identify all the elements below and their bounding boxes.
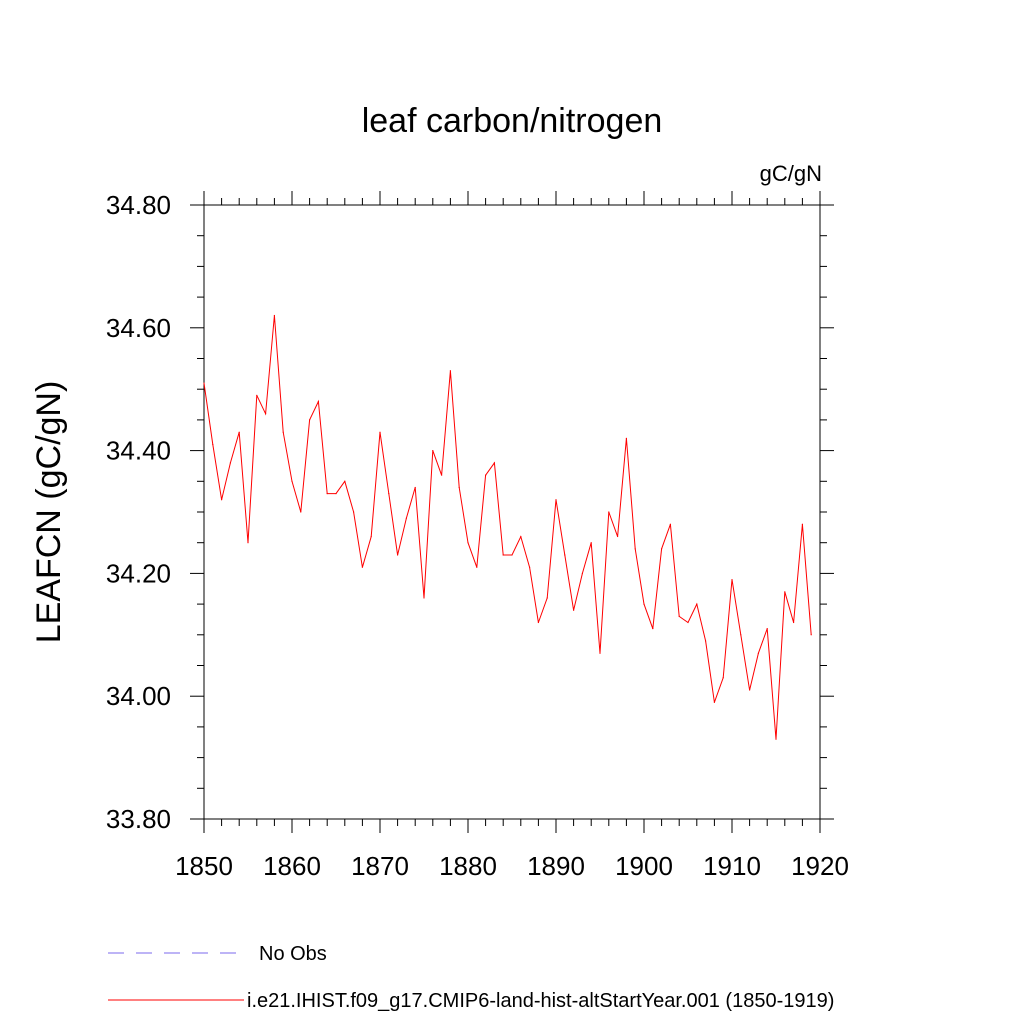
data-point [740,634,742,636]
data-point [221,499,223,501]
data-point [273,314,275,317]
axis-ticks [190,191,834,833]
data-point [493,462,495,464]
data-point [810,634,812,636]
data-point [265,413,267,415]
x-tick-label: 1860 [263,851,321,881]
data-point [476,566,478,568]
data-point [388,492,390,495]
x-tick-label: 1920 [791,851,849,881]
data-point [546,597,548,599]
data-point [749,689,751,691]
data-point [414,486,416,489]
data-point [256,394,258,396]
data-point [300,511,302,513]
y-tick-label: 34.40 [106,436,171,466]
data-point [625,437,628,439]
data-point [238,431,240,433]
data-point [775,738,777,740]
data-point [713,701,716,703]
data-point [282,431,284,433]
data-point [722,677,724,679]
data-point [405,517,407,519]
data-point [449,370,451,372]
data-point [793,621,795,624]
series-layer [203,314,812,740]
data-point [353,511,355,513]
data-point [397,554,399,556]
y-tick-label: 34.60 [106,313,171,343]
data-point [309,419,311,421]
data-point [212,443,214,446]
data-point [291,480,293,482]
data-point [344,480,346,482]
legend: No Obs i.e21.IHIST.f09_g17.CMIP6-land-hi… [108,943,834,1012]
data-point [608,511,610,513]
data-point [361,566,363,568]
data-point [229,462,231,464]
data-point [458,486,460,489]
data-point [590,542,592,544]
legend-label-model: i.e21.IHIST.f09_g17.CMIP6-land-hist-altS… [247,990,834,1012]
data-point [379,431,381,433]
data-point [564,554,566,556]
data-point [573,609,575,611]
data-point [581,572,584,575]
data-point [678,615,680,617]
axis-tick-labels: 1850 1860 1870 1880 1890 1900 1910 1920 33.80 34.… [106,190,849,881]
chart-title: leaf carbon/nitrogen [362,102,663,140]
x-tick-label: 1890 [527,851,585,881]
y-tick-label: 34.80 [106,190,171,220]
data-point [370,535,372,538]
units-label: gC/gN [760,161,822,186]
data-point [696,603,698,605]
data-point [617,535,619,538]
data-point [801,523,804,525]
data-point [423,597,425,599]
data-point [441,474,443,476]
data-point [766,628,768,630]
x-tick-label: 1850 [175,851,233,881]
data-point [652,628,654,630]
data-point [731,578,733,581]
y-axis-label: LEAFCN (gC/gN) [30,381,68,644]
data-point [511,554,513,556]
data-point [634,548,636,550]
data-point [757,652,760,654]
x-tick-label: 1870 [351,851,409,881]
x-tick-label: 1910 [703,851,761,881]
x-tick-label: 1900 [615,851,673,881]
data-point [485,474,487,476]
data-point [537,621,540,624]
data-point [599,652,601,654]
data-point [661,548,663,550]
data-point [705,640,707,642]
data-point [326,492,328,495]
y-tick-label: 34.20 [106,558,171,588]
data-point [643,603,645,605]
series-line-1 [203,315,812,740]
data-point [520,535,522,538]
data-point [203,382,205,384]
legend-label-no-obs: No Obs [259,943,327,965]
data-point [687,621,689,624]
data-point [669,523,672,525]
x-tick-label: 1880 [439,851,497,881]
data-point [432,450,434,452]
y-tick-label: 34.00 [106,681,171,711]
plot-frame [203,204,821,820]
y-tick-label: 33.80 [106,804,171,834]
data-point [555,499,557,501]
data-point [529,566,531,568]
data-point [784,591,786,593]
data-point [467,542,469,544]
data-point [502,554,504,556]
data-point [335,492,337,495]
data-point [247,542,249,544]
data-point [317,400,319,403]
